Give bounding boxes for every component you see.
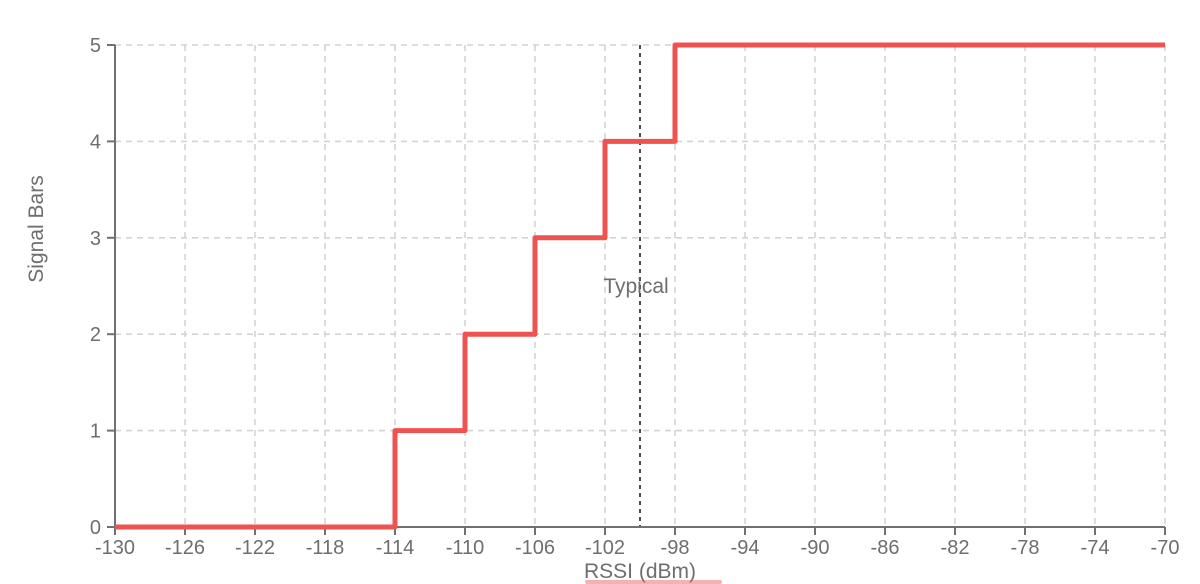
- x-tick-label: -82: [941, 537, 970, 559]
- x-tick-label: -74: [1081, 537, 1110, 559]
- x-tick-label: -102: [585, 537, 625, 559]
- x-tick-label: -70: [1151, 537, 1180, 559]
- x-tick-label: -86: [871, 537, 900, 559]
- x-tick-label: -94: [731, 537, 760, 559]
- y-tick-label: 1: [90, 421, 101, 443]
- x-tick-label: -90: [801, 537, 830, 559]
- x-tick-label: -110: [446, 537, 485, 559]
- y-tick-label: 4: [90, 131, 101, 153]
- x-tick-label: -106: [515, 537, 555, 559]
- x-tick-label: -122: [235, 537, 275, 559]
- x-tick-label: -130: [95, 537, 135, 559]
- x-tick-label: -118: [306, 537, 345, 559]
- x-axis-title: RSSI (dBm): [583, 560, 697, 583]
- clipped-red-element-bottom: [585, 580, 722, 584]
- y-axis-title: Signal Bars: [25, 175, 48, 283]
- y-tick-label: 2: [90, 324, 101, 346]
- x-tick-label: -114: [376, 537, 415, 559]
- x-tick-label: -78: [1011, 537, 1040, 559]
- y-tick-label: 3: [90, 228, 101, 250]
- x-tick-label: -126: [165, 537, 205, 559]
- x-tick-label: -98: [661, 537, 690, 559]
- y-tick-label: 5: [90, 35, 101, 57]
- y-tick-label: 0: [90, 517, 101, 539]
- annotation-typical-label: Typical: [603, 275, 669, 298]
- series-signal-bars: [115, 42, 1165, 530]
